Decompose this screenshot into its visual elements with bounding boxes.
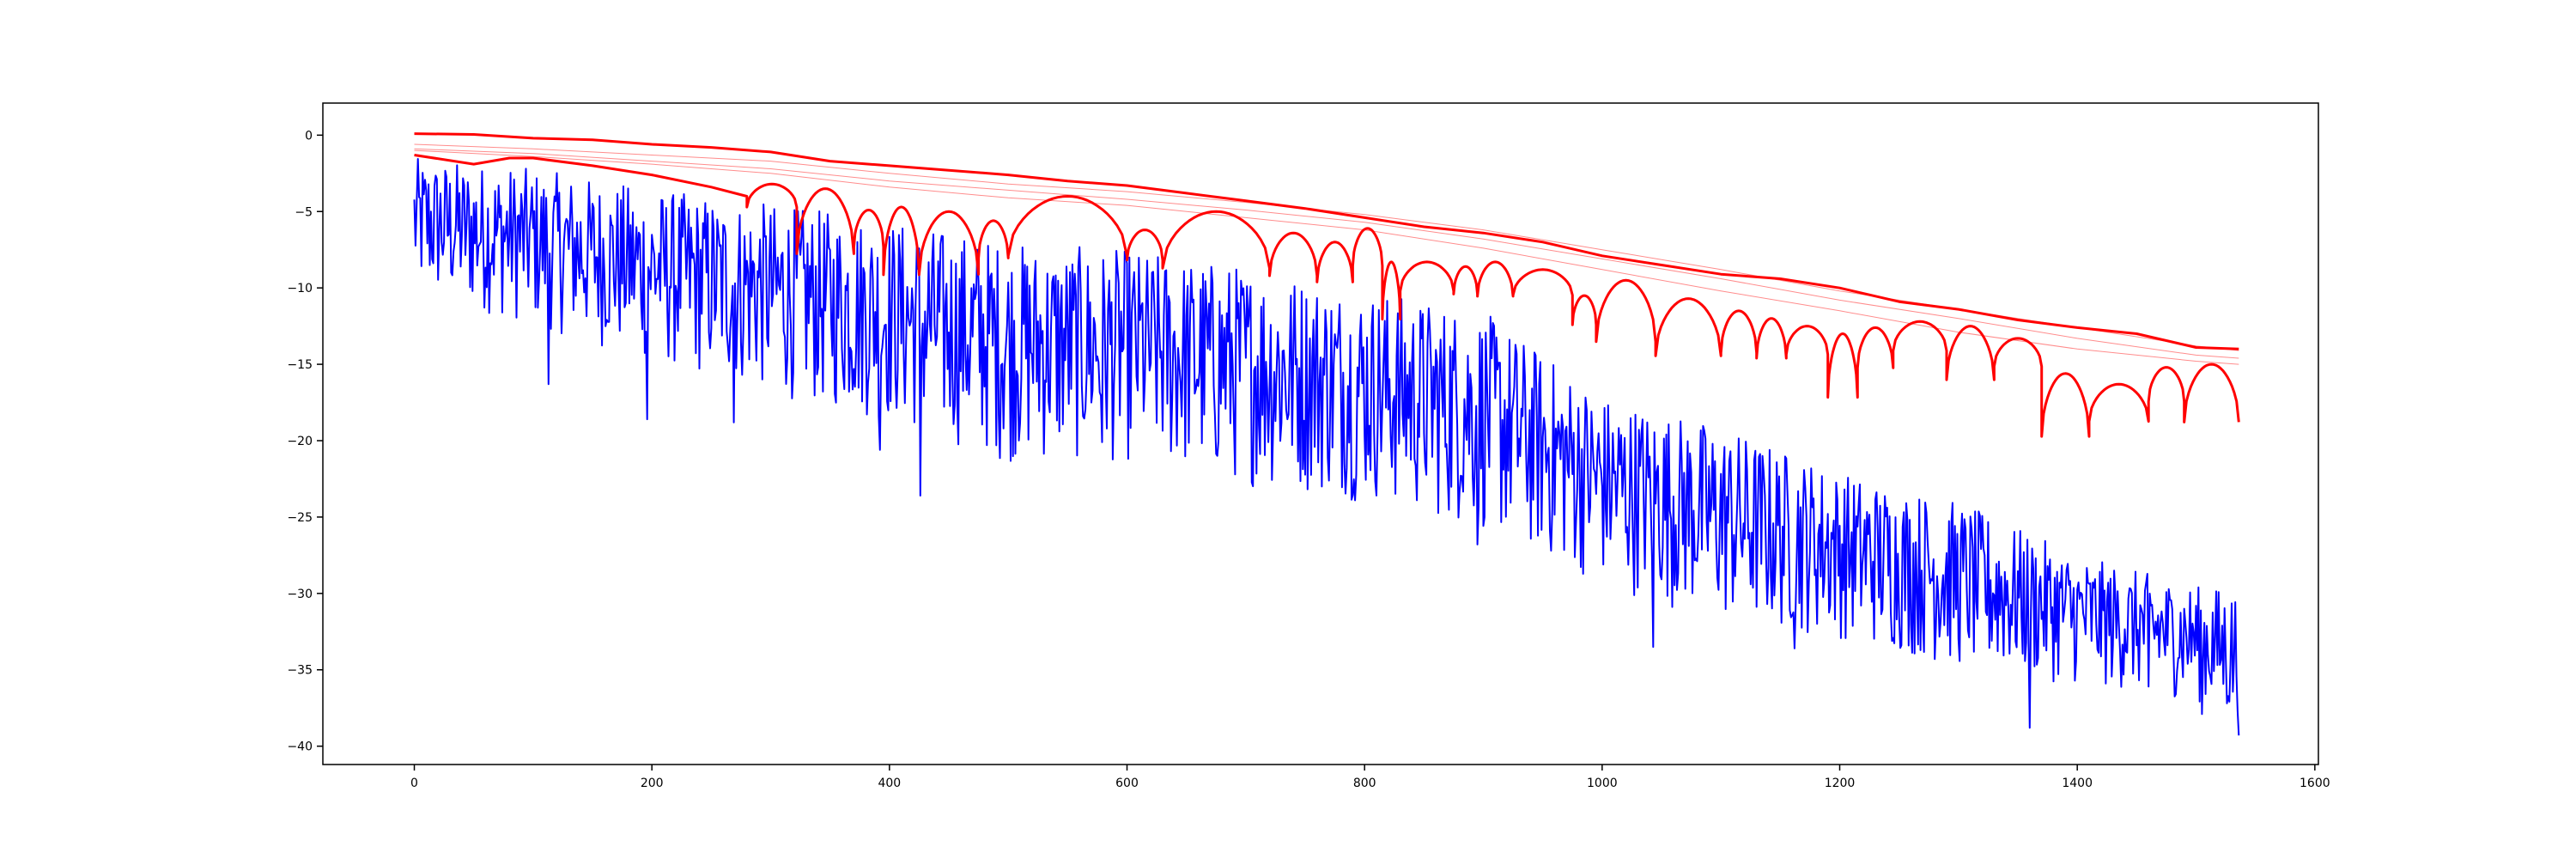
- y-tick-label: −15: [287, 358, 313, 372]
- y-tick-label: −5: [295, 205, 313, 219]
- y-tick-label: −10: [287, 282, 313, 295]
- y-tick-label: −40: [287, 740, 313, 754]
- y-tick-label: −35: [287, 664, 313, 678]
- red-series-faint-5: [414, 149, 2239, 365]
- red-series-upper: [414, 132, 2239, 350]
- axes: 0 200 400 600 800 1000 1200 1400 1600 0 −5 −10 −15 −2…: [287, 102, 2330, 790]
- y-tick-label: −30: [287, 588, 313, 601]
- blue-series-line: [413, 158, 2240, 736]
- red-series-faint-4: [414, 148, 2239, 359]
- x-tick-label: 1000: [1587, 777, 1618, 790]
- red-series-dipping: [414, 154, 2240, 438]
- x-tick-label: 1200: [1825, 777, 1856, 790]
- y-tick-label: −20: [287, 435, 313, 448]
- x-tick-label: 0: [410, 777, 418, 790]
- axes-frame: [322, 102, 2319, 765]
- x-tick-label: 600: [1115, 777, 1139, 790]
- x-tick-label: 400: [878, 777, 901, 790]
- x-tick-label: 1600: [2300, 777, 2330, 790]
- y-tick-label: 0: [305, 129, 313, 143]
- x-tick-label: 200: [641, 777, 664, 790]
- x-tick-label: 800: [1353, 777, 1376, 790]
- y-tick-label: −25: [287, 511, 313, 525]
- plot-area: [413, 132, 2240, 736]
- x-tick-label: 1400: [2062, 777, 2093, 790]
- red-series-faint-3: [414, 143, 2239, 351]
